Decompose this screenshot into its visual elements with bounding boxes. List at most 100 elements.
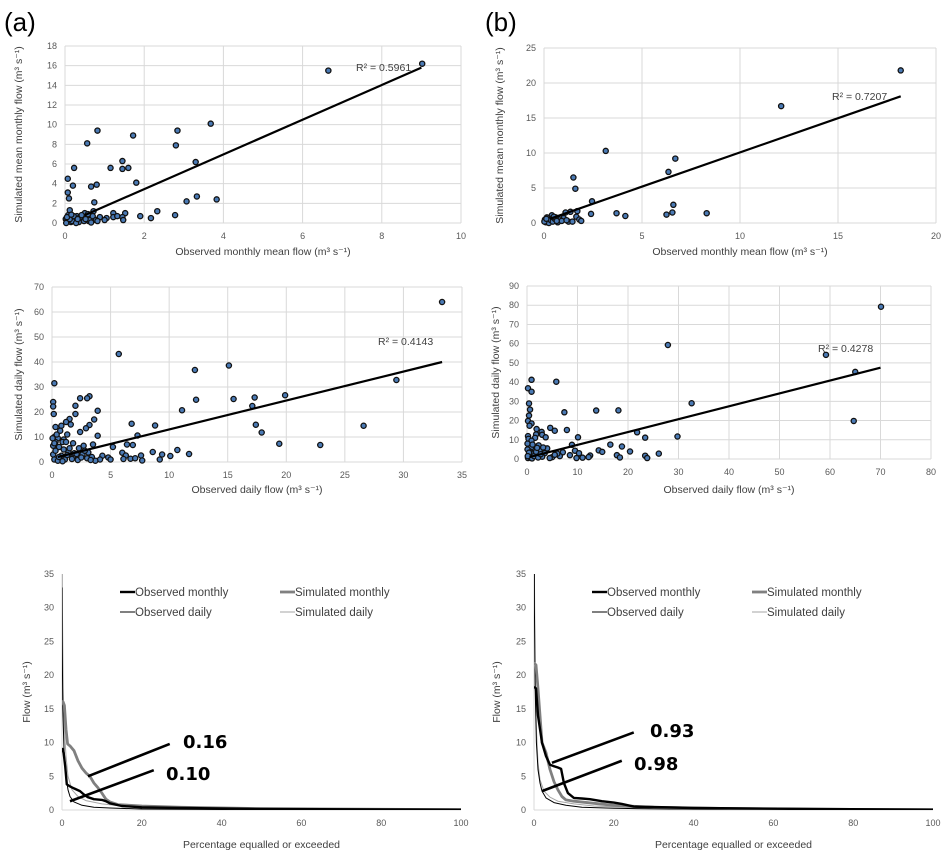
y-tick-label: 90 <box>509 281 519 291</box>
data-point <box>52 423 59 431</box>
x-tick-label: 10 <box>164 470 174 480</box>
x-tick-label: 20 <box>281 470 291 480</box>
x-tick-label: 4 <box>221 231 226 241</box>
chart-a_monthly: 0 2 4 6 8 10 12 14 16 18 0 2 4 6 8 10 Observed monthly m… <box>13 41 466 258</box>
x-tick-label: 6 <box>300 231 305 241</box>
x-tick-label: 100 <box>925 818 940 828</box>
x-tick-label: 20 <box>609 818 619 828</box>
data-point <box>317 441 324 449</box>
trendline <box>549 95 902 220</box>
x-tick-label: 40 <box>689 818 699 828</box>
data-point <box>563 426 571 434</box>
data-point <box>65 195 73 202</box>
x-tick-label: 20 <box>137 818 147 828</box>
chart-b_fdc: 0 5 10 15 20 25 30 35 0 20 40 60 80 100 Percentage equ… <box>491 569 941 851</box>
data-point <box>663 211 670 218</box>
y-tick-label: 5 <box>531 183 536 193</box>
data-point <box>119 165 126 173</box>
y-tick-label: 0 <box>531 218 536 228</box>
data-point <box>114 212 121 220</box>
x-tick-label: 20 <box>931 231 941 241</box>
data-point <box>76 428 84 436</box>
data-point <box>850 417 857 425</box>
data-point <box>258 429 265 436</box>
data-point <box>101 216 108 224</box>
data-point <box>151 422 159 429</box>
y-tick-label: 60 <box>34 307 44 317</box>
data-point <box>542 434 549 441</box>
data-point <box>587 210 595 218</box>
y-tick-label: 20 <box>44 670 54 680</box>
x-axis-label: Observed monthly mean flow (m³ s⁻¹) <box>175 246 350 258</box>
data-point <box>149 448 156 456</box>
data-point <box>172 142 180 149</box>
data-point <box>78 211 85 219</box>
r-squared-label: R² = 0.5961 <box>356 62 411 74</box>
data-point <box>185 450 193 458</box>
data-point <box>579 454 586 461</box>
data-point <box>70 164 78 172</box>
y-tick-label: 30 <box>44 603 54 613</box>
data-point <box>50 410 58 418</box>
y-tick-label: 40 <box>509 377 519 387</box>
x-tick-label: 40 <box>724 467 734 477</box>
data-point <box>87 183 95 190</box>
data-point <box>563 216 570 224</box>
data-point <box>68 455 76 463</box>
data-point <box>613 209 620 217</box>
y-tick-label: 25 <box>526 43 536 53</box>
panel-label-a: (a) <box>4 7 36 37</box>
data-point <box>877 303 885 311</box>
data-point <box>669 209 676 216</box>
y-axis-label: Flow (m³ s⁻¹) <box>21 661 33 723</box>
y-tick-label: 4 <box>52 179 57 189</box>
r-squared-label: R² = 0.7207 <box>832 91 887 103</box>
x-axis-label: Observed daily flow (m³ s⁻¹) <box>664 484 795 496</box>
data-point <box>672 155 679 162</box>
y-tick-label: 70 <box>509 319 519 329</box>
data-point <box>76 394 84 402</box>
data-point <box>281 391 289 399</box>
data-point <box>119 157 126 165</box>
data-point <box>82 215 89 223</box>
data-point <box>577 217 585 225</box>
data-point <box>553 378 560 385</box>
data-point <box>191 366 199 374</box>
data-point <box>393 376 400 384</box>
data-point <box>655 450 663 457</box>
data-point <box>528 388 535 395</box>
data-point <box>93 181 100 188</box>
series-line-simulated-daily <box>534 574 933 810</box>
data-point <box>622 212 629 220</box>
legend-label: Simulated monthly <box>295 587 390 599</box>
data-point <box>602 147 609 155</box>
data-point <box>178 406 186 414</box>
x-tick-label: 60 <box>768 818 778 828</box>
x-axis-label: Percentage equalled or exceeded <box>655 839 812 851</box>
data-point <box>66 444 73 452</box>
x-tick-label: 40 <box>217 818 227 828</box>
data-point <box>543 215 550 223</box>
trendline <box>529 366 881 459</box>
x-tick-label: 50 <box>774 467 784 477</box>
series-line-observed-monthly <box>62 747 461 810</box>
y-tick-label: 30 <box>509 396 519 406</box>
x-tick-label: 60 <box>825 467 835 477</box>
x-tick-label: 70 <box>875 467 885 477</box>
data-point <box>688 400 695 407</box>
data-point <box>822 351 830 359</box>
y-tick-label: 15 <box>526 113 536 123</box>
legend-label: Simulated daily <box>295 607 373 619</box>
legend-label: Simulated monthly <box>767 587 862 599</box>
x-tick-label: 20 <box>623 467 633 477</box>
y-tick-label: 25 <box>44 636 54 646</box>
data-point <box>83 140 91 147</box>
annotation-label: 0.16 <box>183 732 227 753</box>
data-point <box>64 189 72 196</box>
series-line-observed-daily <box>62 587 461 810</box>
x-tick-label: 35 <box>457 470 467 480</box>
data-point <box>528 376 535 384</box>
data-point <box>207 120 214 127</box>
data-point <box>529 441 536 448</box>
